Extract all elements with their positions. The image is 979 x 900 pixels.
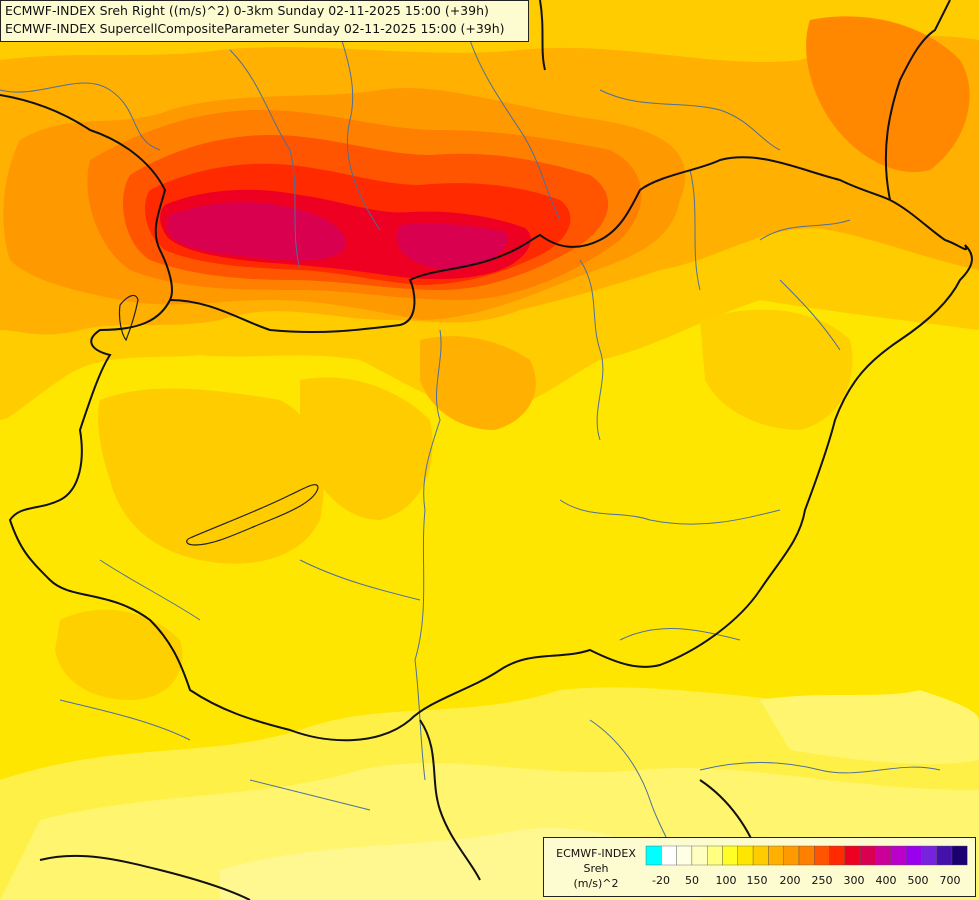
legend-swatch xyxy=(752,845,769,866)
high-sreh-zone xyxy=(0,0,979,420)
legend-swatch xyxy=(936,845,953,866)
admin-boundaries xyxy=(0,0,941,891)
legend-label: ECMWF-INDEX Sreh (m/s)^2 xyxy=(548,846,644,891)
legend-swatch xyxy=(645,845,662,866)
legend-swatch xyxy=(905,845,922,866)
legend-tick-label: -20 xyxy=(652,874,670,887)
legend-swatch xyxy=(691,845,708,866)
legend-swatch xyxy=(676,845,693,866)
legend-tick-label: 700 xyxy=(940,874,961,887)
legend-unit: (m/s)^2 xyxy=(573,877,619,890)
legend-swatch xyxy=(829,845,846,866)
legend-model: ECMWF-INDEX xyxy=(556,847,636,860)
lake-outline-west xyxy=(118,294,139,342)
legend-swatch xyxy=(951,845,968,866)
legend-tick-label: 150 xyxy=(747,874,768,887)
map-title-box: ECMWF-INDEX Sreh Right ((m/s)^2) 0-3km S… xyxy=(0,0,529,42)
legend-tick-label: 400 xyxy=(876,874,897,887)
color-legend: ECMWF-INDEX Sreh (m/s)^2 -20 50 100 150 200 2… xyxy=(543,837,976,897)
mid-sreh-patches xyxy=(55,309,853,700)
lake-outline xyxy=(186,484,319,546)
legend-swatch xyxy=(768,845,784,866)
legend-swatch xyxy=(737,845,754,866)
legend-swatch xyxy=(860,845,876,866)
legend-swatch xyxy=(706,845,723,866)
legend-swatch xyxy=(921,845,937,866)
title-line-2: ECMWF-INDEX SupercellCompositeParameter … xyxy=(5,21,505,36)
legend-variable: Sreh xyxy=(583,862,609,875)
legend-tick-label: 50 xyxy=(685,874,699,887)
legend-swatch xyxy=(890,845,907,866)
legend-colorbar: -20 50 100 150 200 250 300 400 500 700 xyxy=(645,845,968,887)
legend-swatch xyxy=(875,845,892,866)
legend-swatch xyxy=(844,845,861,866)
legend-swatch xyxy=(722,845,739,866)
legend-tick-label: 100 xyxy=(716,874,737,887)
legend-swatch xyxy=(798,845,815,866)
title-line-1: ECMWF-INDEX Sreh Right ((m/s)^2) 0-3km S… xyxy=(5,3,489,18)
legend-tick-label: 500 xyxy=(908,874,929,887)
legend-swatch xyxy=(661,845,677,866)
legend-tick-label: 300 xyxy=(844,874,865,887)
legend-tick-label: 250 xyxy=(812,874,833,887)
legend-swatch xyxy=(783,845,800,866)
legend-tick-label: 200 xyxy=(780,874,801,887)
legend-swatch xyxy=(814,845,830,866)
